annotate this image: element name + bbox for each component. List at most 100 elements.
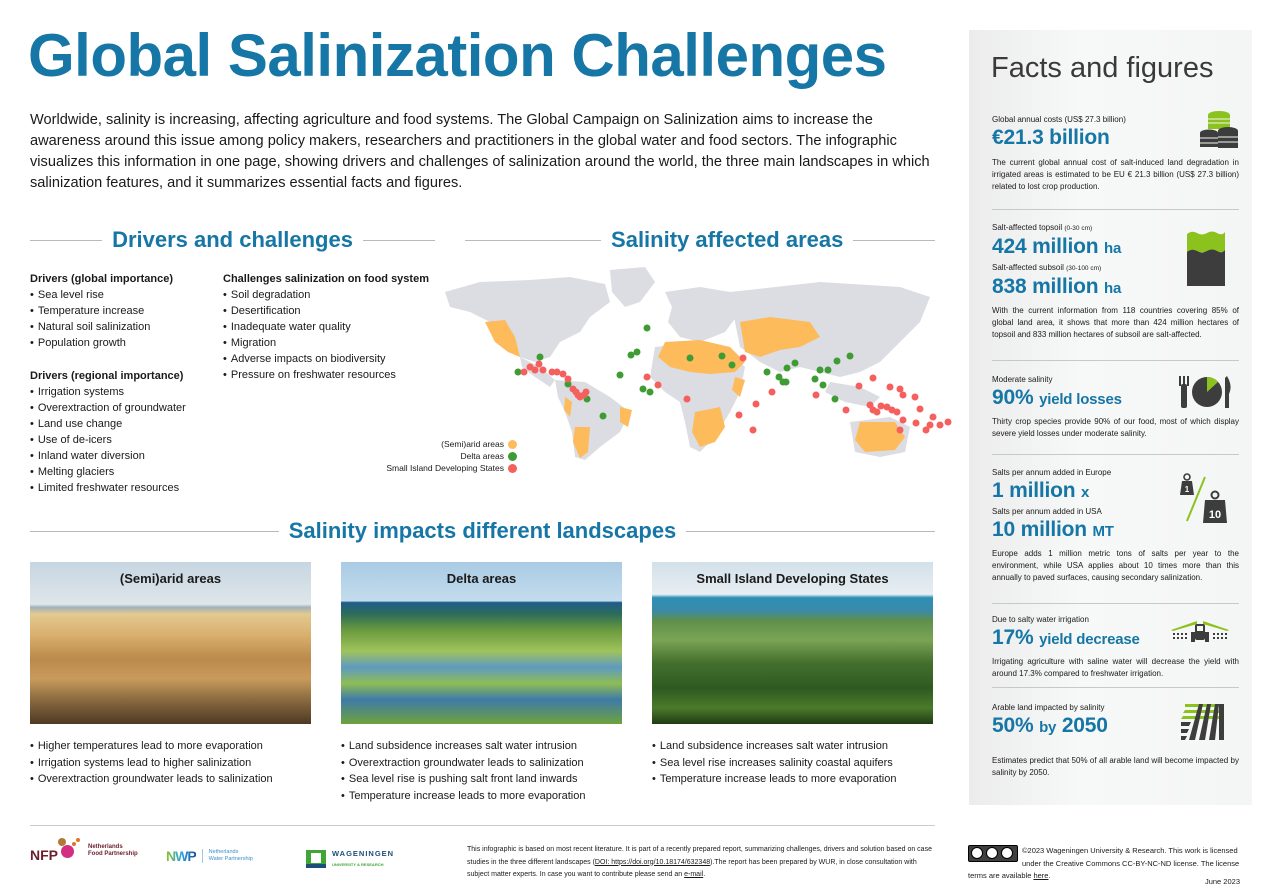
list-item: Migration — [223, 335, 429, 351]
list-item: Overextraction groundwater leads to sali… — [341, 755, 586, 772]
email-link[interactable]: e-mail — [684, 871, 704, 878]
list-item: Irrigation systems — [30, 384, 186, 400]
drivers-regional-list: Drivers (regional importance) Irrigation… — [30, 368, 186, 496]
arid-dot-icon — [508, 439, 517, 449]
doi-link[interactable]: DOI: https://doi.org/10.18174/632348 — [594, 858, 711, 866]
list-item: Sea level rise — [30, 287, 173, 303]
logo-text: Netherlands — [208, 849, 239, 855]
fact-value: 1 million x — [992, 479, 1090, 502]
fact-description: Estimates predict that 50% of all arable… — [992, 756, 1239, 777]
list-item: Overextraction groundwater leads to sali… — [30, 771, 273, 788]
list-item: Use of de-icers — [30, 432, 186, 448]
landscape-photo-arid: (Semi)arid areas — [30, 562, 311, 724]
fact-arable: Arable land impacted by salinity 50% by … — [992, 702, 1239, 779]
list-item: Overextraction of groundwater — [30, 400, 186, 416]
legend-item-delta: Delta areas — [372, 450, 517, 462]
publication-date: June 2023 — [1204, 877, 1240, 886]
fact-label: Moderate salinity — [992, 375, 1053, 384]
landscape-title: Delta areas — [446, 571, 517, 586]
fact-description: Thirty crop species provide 90% of our f… — [992, 417, 1239, 438]
legend-item-arid: (Semi)arid areas — [372, 438, 517, 450]
footer-divider — [30, 825, 935, 826]
map-section-heading: Salinity affected areas — [465, 227, 935, 253]
license-link[interactable]: here — [1033, 871, 1049, 880]
delta-dot-icon — [508, 451, 517, 461]
nfp-logo: NFP Netherlands Food Partnership — [30, 838, 138, 864]
fact-label: Arable land impacted by salinity — [992, 703, 1105, 712]
fact-value: 90% yield losses — [992, 386, 1122, 409]
fact-label: Salts per annum added in Europe — [992, 468, 1112, 477]
intro-paragraph: Worldwide, salinity is increasing, affec… — [30, 112, 930, 192]
world-map-graphic — [445, 267, 952, 460]
world-map — [440, 262, 955, 462]
nwp-logo: NWP Netherlands Water Partnership — [166, 848, 253, 864]
fact-value: 10 million MT — [992, 518, 1114, 541]
logo-text: Netherlands — [88, 844, 123, 850]
landscape-photo-sids: Small Island Developing States — [652, 562, 933, 724]
map-heading: Salinity affected areas — [611, 227, 844, 252]
list-item: Inadequate water quality — [223, 319, 429, 335]
svg-text:10: 10 — [1209, 509, 1221, 521]
facts-panel: Facts and figures Global annual costs (U… — [969, 30, 1252, 805]
wur-logo: WAGENINGEN UNIVERSITY & RESEARCH — [306, 848, 394, 869]
logo-text: Food Partnership — [88, 851, 138, 857]
fact-description: Irrigating agriculture with saline water… — [992, 657, 1239, 678]
sids-dot-icon — [508, 463, 517, 473]
divider — [992, 687, 1239, 688]
weights-icon: 1 10 — [1180, 473, 1227, 523]
list-item: Desertification — [223, 303, 429, 319]
fact-label: Global annual costs (US$ 27.3 billion) — [992, 115, 1126, 124]
license-note: ©2023 Wageningen University & Research. … — [968, 845, 1240, 880]
landscape-title: Small Island Developing States — [696, 571, 889, 586]
fact-label: Salt-affected topsoil (0-30 cm) — [992, 223, 1093, 232]
wur-mark-icon — [306, 849, 326, 868]
list-item: Temperature increase leads to more evapo… — [341, 788, 586, 805]
divider — [686, 530, 936, 532]
svg-text:1: 1 — [1185, 485, 1190, 494]
arid-impacts-list: Higher temperatures lead to more evapora… — [30, 738, 273, 788]
delta-impacts-list: Land subsidence increases salt water int… — [341, 738, 586, 804]
list-item: Soil degradation — [223, 287, 429, 303]
fact-description: Europe adds 1 million metric tons of sal… — [992, 549, 1239, 582]
list-item: Natural soil salinization — [30, 319, 173, 335]
list-item: Adverse impacts on biodiversity — [223, 351, 429, 367]
plate-pie-icon — [1179, 376, 1231, 408]
nwp-mark-icon: NWP — [166, 848, 197, 864]
list-item: Irrigation systems lead to higher salini… — [30, 755, 273, 772]
page-title: Global Salinization Challenges — [28, 22, 887, 89]
list-item: Sea level rise is pushing salt front lan… — [341, 771, 586, 788]
legend-label: (Semi)arid areas — [441, 439, 504, 449]
divider — [992, 603, 1239, 604]
logo-text: Water Partnership — [208, 856, 253, 862]
fact-irrigation: Due to salty water irrigation 17% yield … — [992, 614, 1239, 680]
list-item: Inland water diversion — [30, 448, 186, 464]
list-item: Land use change — [30, 416, 186, 432]
fact-label: Salts per annum added in USA — [992, 507, 1102, 516]
field-rows-icon — [1181, 704, 1224, 740]
tractor-sprinkler-icon — [1171, 621, 1229, 642]
landscape-title: (Semi)arid areas — [119, 571, 222, 586]
list-item: Higher temperatures lead to more evapora… — [30, 738, 273, 755]
fact-value: 424 million ha — [992, 235, 1122, 258]
facts-heading: Facts and figures — [991, 52, 1214, 84]
fact-value: 17% yield decrease — [992, 626, 1140, 649]
map-legend: (Semi)arid areas Delta areas Small Islan… — [372, 438, 517, 474]
list-item: Limited freshwater resources — [30, 480, 186, 496]
drivers-regional-title: Drivers (regional importance) — [30, 370, 184, 382]
legend-item-sids: Small Island Developing States — [372, 462, 517, 474]
divider — [992, 360, 1239, 361]
drivers-global-list: Drivers (global importance) Sea level ri… — [30, 271, 173, 351]
fact-value: 838 million ha — [992, 275, 1122, 298]
coins-icon — [1200, 111, 1238, 148]
divider — [853, 239, 935, 241]
divider — [362, 239, 436, 241]
challenges-title: Challenges salinization on food system — [223, 273, 429, 285]
divider — [30, 530, 279, 532]
list-item: Pressure on freshwater resources — [223, 367, 429, 383]
logo-text: UNIVERSITY & RESEARCH — [332, 862, 384, 867]
landscape-photo-delta: Delta areas — [341, 562, 622, 724]
sids-impacts-list: Land subsidence increases salt water int… — [652, 738, 897, 788]
fact-label: Due to salty water irrigation — [992, 615, 1089, 624]
nfp-mark-icon: NFP — [30, 838, 82, 864]
legend-label: Small Island Developing States — [386, 463, 504, 473]
